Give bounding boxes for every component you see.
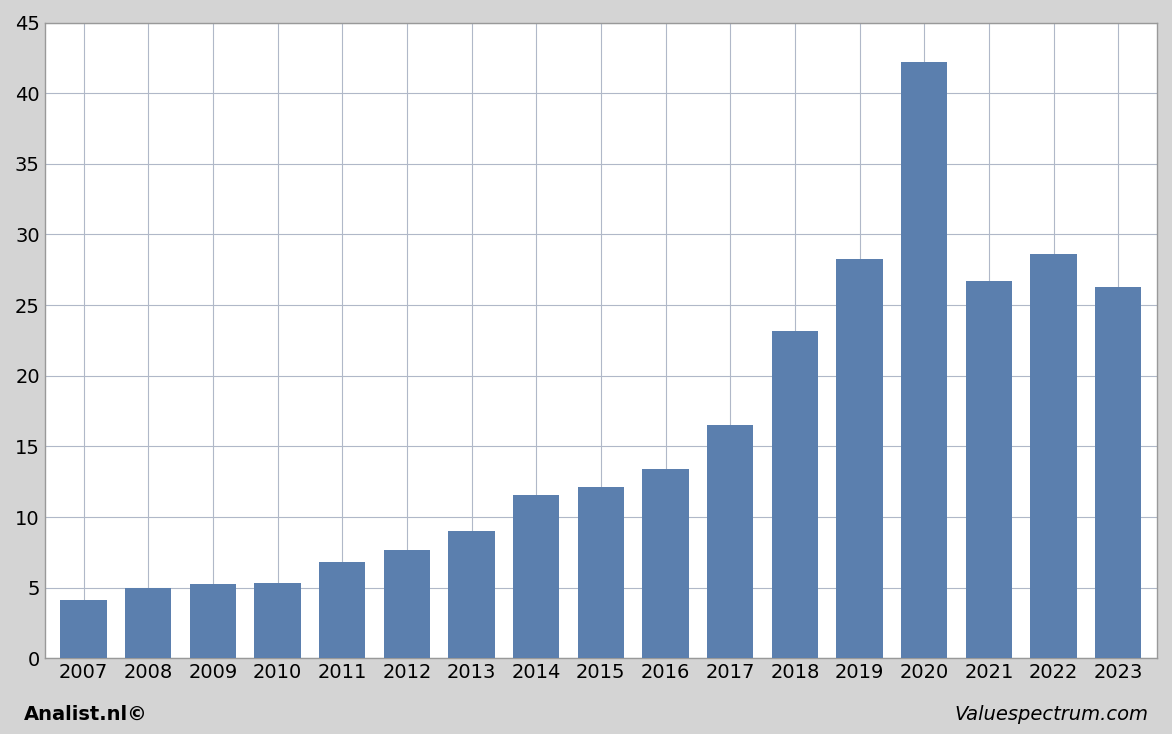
Bar xyxy=(771,330,818,658)
Bar xyxy=(707,425,754,658)
Bar xyxy=(1030,254,1077,658)
Bar xyxy=(60,600,107,658)
Bar xyxy=(190,584,236,658)
Bar xyxy=(966,281,1013,658)
Bar xyxy=(383,550,430,658)
Bar xyxy=(1095,287,1142,658)
Bar xyxy=(513,495,559,658)
Bar xyxy=(319,562,366,658)
Text: Analist.nl©: Analist.nl© xyxy=(23,705,148,724)
Text: Valuespectrum.com: Valuespectrum.com xyxy=(954,705,1149,724)
Bar xyxy=(642,469,689,658)
Bar xyxy=(125,588,171,658)
Bar xyxy=(448,531,495,658)
Bar xyxy=(837,258,883,658)
Bar xyxy=(578,487,625,658)
Bar xyxy=(901,62,947,658)
Bar xyxy=(254,583,301,658)
